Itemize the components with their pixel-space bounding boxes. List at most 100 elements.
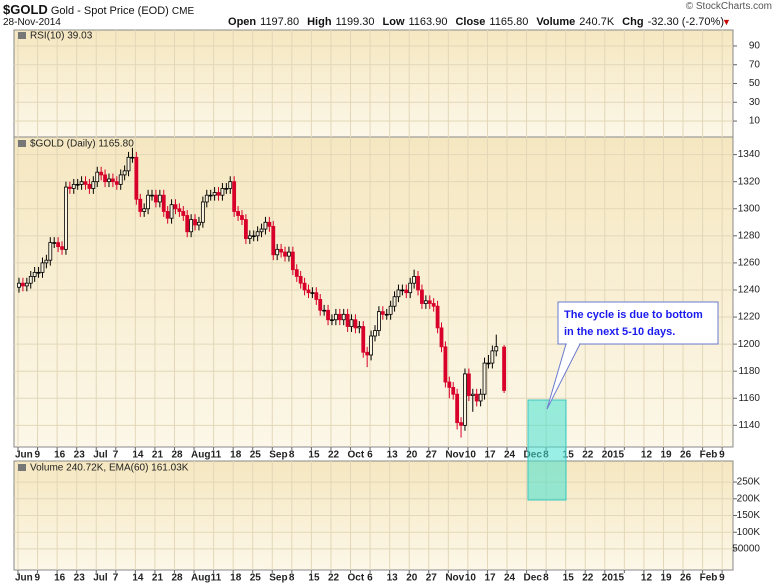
x-tick-label: 26 xyxy=(680,450,692,461)
candle-body xyxy=(236,211,240,216)
candle-body xyxy=(400,289,405,292)
candle-body xyxy=(502,346,506,391)
candle-body xyxy=(318,299,323,311)
candle-body xyxy=(150,194,154,197)
x-tick-label: 15 xyxy=(308,573,320,584)
y-tick-label: 90 xyxy=(749,41,761,52)
price-panel xyxy=(13,136,734,448)
candle-body xyxy=(134,156,139,200)
candle-body xyxy=(482,362,487,395)
y-tick-label: 100K xyxy=(737,527,761,538)
candle-body xyxy=(208,194,213,197)
x-tick-label: 28 xyxy=(171,450,183,461)
y-tick-label: 50000 xyxy=(732,544,760,555)
candle-body xyxy=(224,188,229,190)
candle-body xyxy=(21,282,25,287)
x-tick-label: 15 xyxy=(563,573,575,584)
y-tick-label: 250K xyxy=(737,477,761,488)
x-tick-label: Sep xyxy=(269,573,287,584)
quote-label: Close xyxy=(455,16,486,28)
x-tick-label: 2015 xyxy=(602,450,625,461)
candle-body xyxy=(28,276,33,284)
x-tick-label: 23 xyxy=(74,573,86,584)
y-tick-label: 10 xyxy=(749,116,761,127)
cycle-window xyxy=(527,399,567,501)
y-tick-label: 1200 xyxy=(738,339,761,350)
candle-body xyxy=(216,192,221,196)
candle-body xyxy=(333,313,338,321)
x-tick-label: 22 xyxy=(582,573,594,584)
candle-body xyxy=(107,178,111,183)
x-tick-label: Sep xyxy=(269,450,287,461)
candle-body xyxy=(298,276,303,284)
x-tick-label: 6 xyxy=(367,450,373,461)
quote-value: 1163.90 xyxy=(408,16,448,28)
x-tick-label: 27 xyxy=(426,573,438,584)
panel-icon xyxy=(18,464,26,471)
x-tick-label: 9 xyxy=(719,450,725,461)
x-tick-label: 18 xyxy=(230,573,242,584)
candle-body xyxy=(200,201,205,223)
candle-body xyxy=(306,289,311,294)
candle-body xyxy=(189,219,194,233)
quote-value: -32.30 (-2.70%) xyxy=(647,16,724,28)
quote-label: Low xyxy=(382,16,405,28)
candle-body xyxy=(341,313,346,321)
candle-body xyxy=(423,300,428,304)
x-tick-label: 2015 xyxy=(602,573,625,584)
candle-body xyxy=(322,309,327,312)
candle-body xyxy=(154,194,158,203)
x-tick-label: 20 xyxy=(406,573,418,584)
x-tick-label: Aug xyxy=(191,573,210,584)
candle-body xyxy=(64,186,68,250)
candle-body xyxy=(275,248,280,256)
candle-body xyxy=(52,242,57,244)
x-tick-label: Jul xyxy=(93,573,108,584)
x-tick-label: 13 xyxy=(387,450,399,461)
panel-icon xyxy=(18,32,26,39)
candle-body xyxy=(447,381,452,388)
candle-body xyxy=(478,393,483,402)
candle-body xyxy=(185,215,190,233)
candle-body xyxy=(247,235,252,239)
candle-body xyxy=(36,271,41,274)
candle-body xyxy=(173,204,178,210)
quote: Open 1197.80 High 1199.30 Low 1163.90 Close 116… xyxy=(228,16,732,28)
candle-body xyxy=(470,393,475,396)
candle-body xyxy=(67,186,72,189)
x-tick-label: 9 xyxy=(35,450,41,461)
candle-body xyxy=(427,300,432,304)
candle-body xyxy=(32,271,37,277)
y-tick-label: 1280 xyxy=(738,230,761,241)
candle-body xyxy=(40,262,45,273)
x-tick-label: Nov xyxy=(445,573,464,584)
candle-body xyxy=(490,350,495,364)
y-tick-label: 70 xyxy=(749,59,761,70)
candle-body xyxy=(138,198,143,212)
candle-body xyxy=(326,309,330,321)
x-tick-label: 8 xyxy=(289,450,295,461)
credit: © StockCharts.com xyxy=(685,1,772,12)
candle-body xyxy=(56,242,61,248)
candle-body xyxy=(474,393,479,402)
candle-body xyxy=(87,183,92,189)
candle-body xyxy=(463,373,467,426)
quote-label: Chg xyxy=(622,16,644,28)
x-tick-label: 13 xyxy=(387,573,399,584)
y-tick-label: 1300 xyxy=(738,203,761,214)
x-tick-label: 10 xyxy=(465,573,477,584)
candle-body xyxy=(146,194,150,210)
candle-body xyxy=(91,181,96,189)
x-tick-label: 25 xyxy=(250,450,262,461)
candle-body xyxy=(459,422,463,426)
quote-value: 1197.80 xyxy=(260,16,300,28)
candle-body xyxy=(435,305,440,329)
callout-box xyxy=(557,301,719,345)
x-tick-label: 21 xyxy=(152,573,164,584)
candle-body xyxy=(99,171,104,176)
x-tick-label: 22 xyxy=(328,450,340,461)
candle-body xyxy=(204,194,209,203)
x-tick-label: 24 xyxy=(504,450,516,461)
x-tick-label: 6 xyxy=(367,573,373,584)
